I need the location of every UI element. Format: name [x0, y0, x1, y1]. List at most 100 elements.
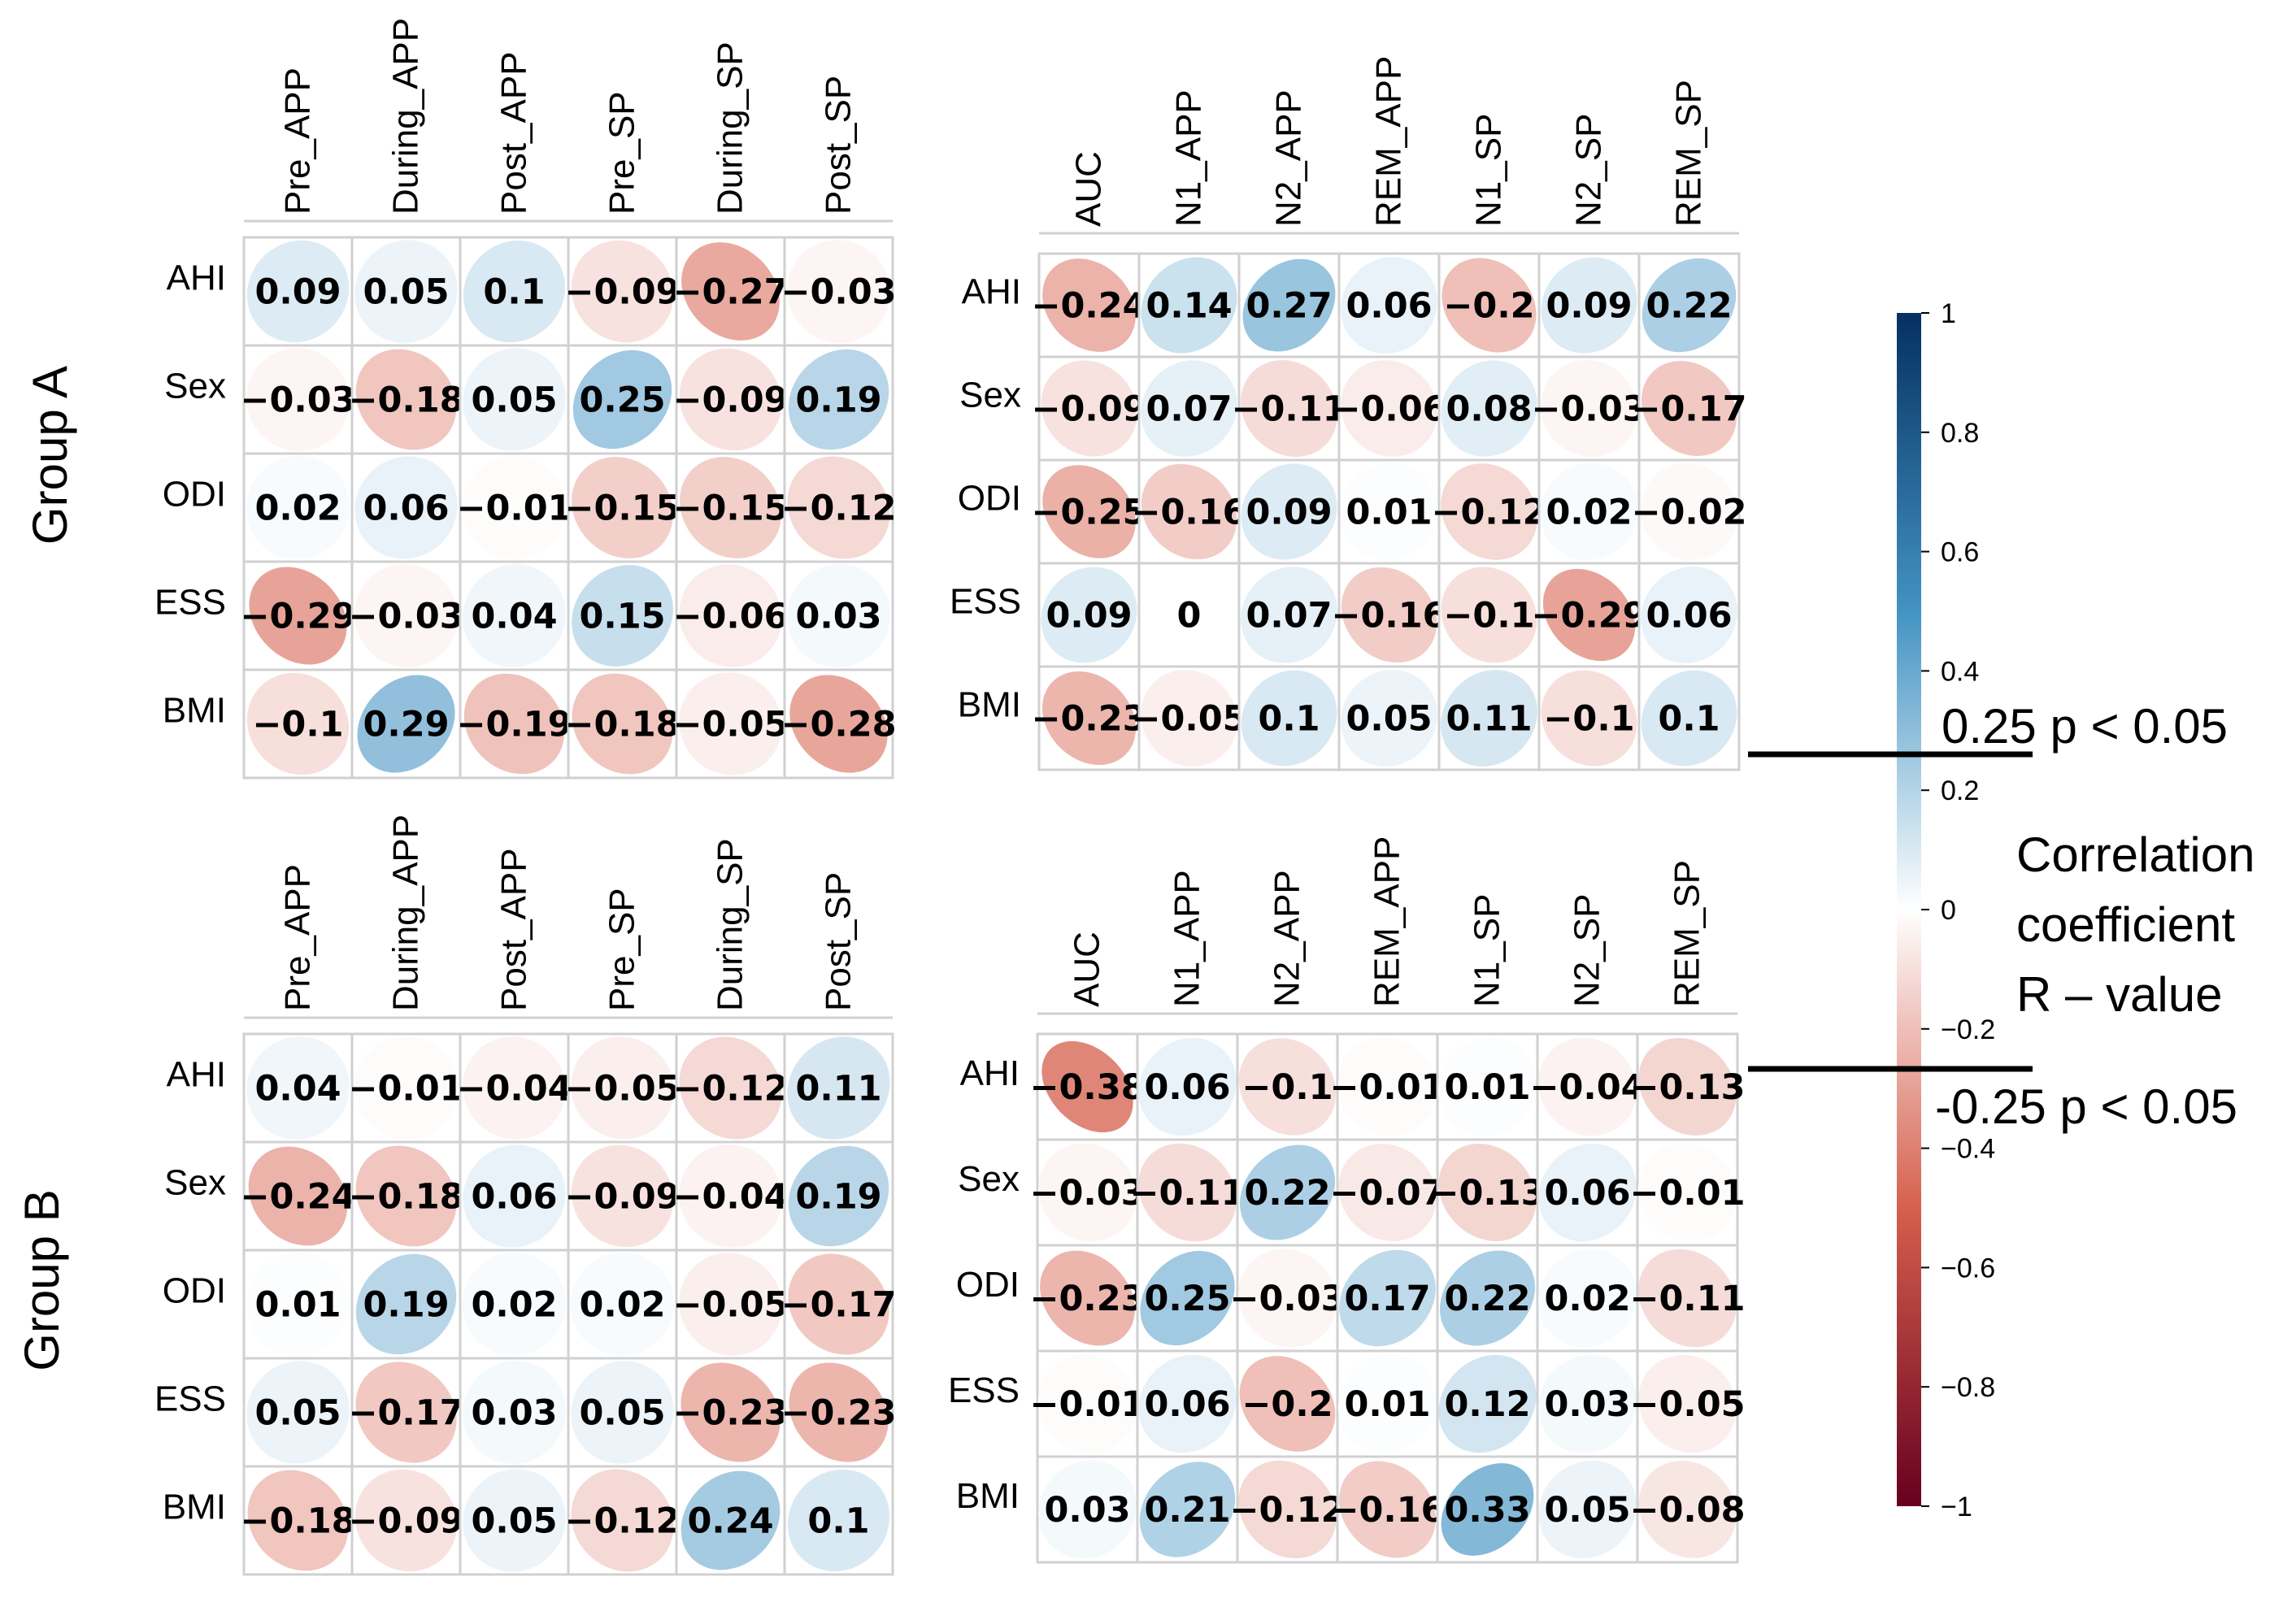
row-label: ESS	[948, 1370, 1020, 1410]
corr-ellipse	[355, 1253, 457, 1355]
upper-threshold-label: 0.25 p < 0.05	[1942, 699, 2228, 754]
cell-value: −0.17	[1631, 389, 1746, 430]
column-label: N2_APP	[1268, 870, 1307, 1007]
cell-value: −0.09	[672, 380, 788, 421]
cell-value: −0.24	[1031, 286, 1146, 327]
corr-ellipse	[357, 675, 455, 773]
colorbar-tick-label: 0.8	[1941, 418, 1979, 449]
cell-value: 0.1	[807, 1501, 869, 1542]
column-label: Pre_SP	[602, 91, 642, 215]
cell-value: 0.01	[1346, 493, 1432, 533]
column-label: AUC	[1068, 932, 1107, 1007]
row-label: AHI	[960, 1053, 1020, 1093]
corr-ellipse	[246, 1252, 350, 1357]
corr-ellipse	[1138, 1143, 1237, 1242]
cell-value: −0.05	[672, 1285, 788, 1326]
cell-value: 0.06	[1346, 286, 1432, 327]
corr-ellipse	[1337, 1354, 1437, 1453]
cell-value: −0.03	[240, 380, 355, 421]
heatmap-panels: 0.09 0.05 0.1 −0.09−0.27−0.03−0.03−0.18 0.05…	[154, 18, 1747, 1576]
row-label: BMI	[163, 691, 226, 731]
heatmap-group-a-left: 0.09 0.05 0.1 −0.09−0.27−0.03−0.03−0.18 0.05…	[154, 18, 897, 780]
corr-ellipse	[463, 1361, 566, 1464]
cell-value: 0.06	[1144, 1067, 1230, 1108]
cell-value: −0.12	[672, 1069, 788, 1110]
cell-value: 0.19	[795, 380, 881, 421]
corr-ellipse	[680, 457, 781, 558]
corr-ellipse	[1239, 1356, 1336, 1452]
cell-value: −0.13	[1429, 1173, 1545, 1214]
cell-value: 0.02	[254, 489, 341, 529]
cell-value: 0.09	[1546, 286, 1632, 327]
row-label: BMI	[958, 685, 1021, 725]
corr-ellipse	[1642, 361, 1737, 456]
corr-ellipse	[787, 1469, 890, 1572]
cell-value: −0.1	[1241, 1067, 1333, 1108]
column-label: AUC	[1069, 151, 1109, 227]
corr-ellipse	[1439, 1250, 1536, 1346]
group-labels: Group A Group B	[15, 366, 77, 1371]
cell-value: −0.04	[672, 1177, 788, 1218]
corr-ellipse	[1242, 258, 1336, 352]
cell-value: −0.09	[564, 1177, 680, 1218]
colorbar-tick-label: 0.2	[1941, 775, 1979, 806]
cell-value: −0.23	[672, 1393, 788, 1434]
corr-ellipse	[572, 457, 673, 558]
corr-ellipse	[1441, 360, 1537, 457]
cell-value: −0.04	[456, 1069, 572, 1110]
group-label: Group B	[15, 1189, 69, 1370]
corr-ellipse	[681, 1362, 781, 1462]
corr-ellipse	[1540, 463, 1638, 561]
colorbar-tick-label: −0.2	[1941, 1014, 1995, 1045]
cell-value: −0.16	[1131, 493, 1246, 533]
row-label: ODI	[163, 475, 226, 515]
cell-value: 0.01	[1344, 1384, 1430, 1425]
corr-ellipse	[788, 1145, 889, 1247]
corr-ellipse	[787, 1036, 890, 1140]
cell-value: −0.23	[781, 1393, 896, 1434]
cell-value: −0.18	[564, 705, 680, 745]
cell-value: 0.14	[1146, 286, 1232, 327]
cell-value: −0.13	[1629, 1067, 1745, 1108]
cell-value: 0.06	[1646, 596, 1732, 636]
corr-ellipse	[354, 240, 458, 343]
corr-ellipse	[570, 1252, 675, 1357]
cell-value: −0.03	[781, 272, 896, 313]
cell-value: −0.17	[348, 1393, 463, 1434]
cell-value: −0.05	[1629, 1384, 1745, 1425]
corr-ellipse	[1537, 1249, 1637, 1348]
corr-ellipse	[1140, 1250, 1235, 1346]
row-label: ESS	[950, 582, 1021, 622]
corr-ellipse	[1241, 567, 1337, 663]
corr-ellipse	[1138, 1037, 1237, 1136]
column-label: N2_SP	[1568, 894, 1607, 1007]
cell-value: 0.06	[471, 1177, 557, 1218]
corr-ellipse	[571, 1036, 674, 1140]
corr-ellipse	[1441, 463, 1537, 560]
cell-value: 0.05	[1346, 699, 1432, 740]
column-label: Pre_SP	[602, 888, 642, 1011]
corr-ellipse	[246, 455, 350, 560]
cell-value: 0.02	[471, 1285, 557, 1326]
column-label: REM_SP	[1668, 860, 1707, 1007]
cell-value: 0.11	[1446, 699, 1532, 740]
cell-value: 0.05	[363, 272, 449, 313]
cell-value: −0.02	[1631, 493, 1746, 533]
cell-value: 0.03	[795, 597, 881, 637]
cell-value: −0.08	[1629, 1490, 1745, 1531]
corr-ellipse	[679, 672, 782, 775]
corr-ellipse	[1638, 1038, 1737, 1136]
cell-value: −0.11	[1231, 389, 1346, 430]
column-label: Post_SP	[819, 872, 859, 1011]
corr-ellipse	[463, 1469, 566, 1572]
cell-value: 0.03	[1544, 1384, 1630, 1425]
corr-ellipse	[463, 1144, 566, 1248]
cell-value: −0.07	[1329, 1173, 1445, 1214]
cell-value: −0.18	[348, 380, 463, 421]
corr-ellipse	[1138, 1354, 1237, 1453]
cell-value: 0.05	[471, 1501, 557, 1542]
corr-ellipse	[789, 1362, 889, 1462]
column-label: N2_APP	[1269, 89, 1309, 227]
column-label: REM_APP	[1368, 836, 1407, 1007]
row-label: Sex	[164, 367, 226, 406]
